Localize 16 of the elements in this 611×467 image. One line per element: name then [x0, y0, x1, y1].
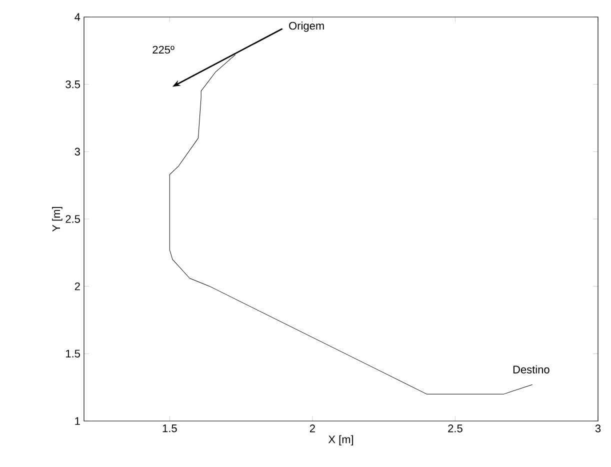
x-tick-label: 3 — [595, 424, 601, 432]
y-tick-label: 3.5 — [66, 80, 80, 88]
annotation: Destino — [513, 365, 550, 374]
y-tick-label: 2.5 — [66, 215, 80, 223]
y-tick-label: 4 — [74, 13, 80, 21]
x-tick-label: 2.5 — [448, 424, 462, 432]
y-tick-label: 1 — [75, 417, 80, 425]
y-tick-label: 3 — [74, 148, 80, 156]
x-axis-title: X [m] — [328, 435, 354, 446]
y-tick-label: 2 — [74, 282, 80, 290]
y-axis-title: Y [m] — [52, 206, 62, 232]
annotation: Origem — [289, 22, 324, 32]
x-tick-label: 1.5 — [162, 424, 177, 432]
y-tick-label: 1.5 — [66, 350, 80, 358]
x-tick-label: 2 — [310, 424, 315, 432]
annotation: 225º — [152, 46, 174, 54]
